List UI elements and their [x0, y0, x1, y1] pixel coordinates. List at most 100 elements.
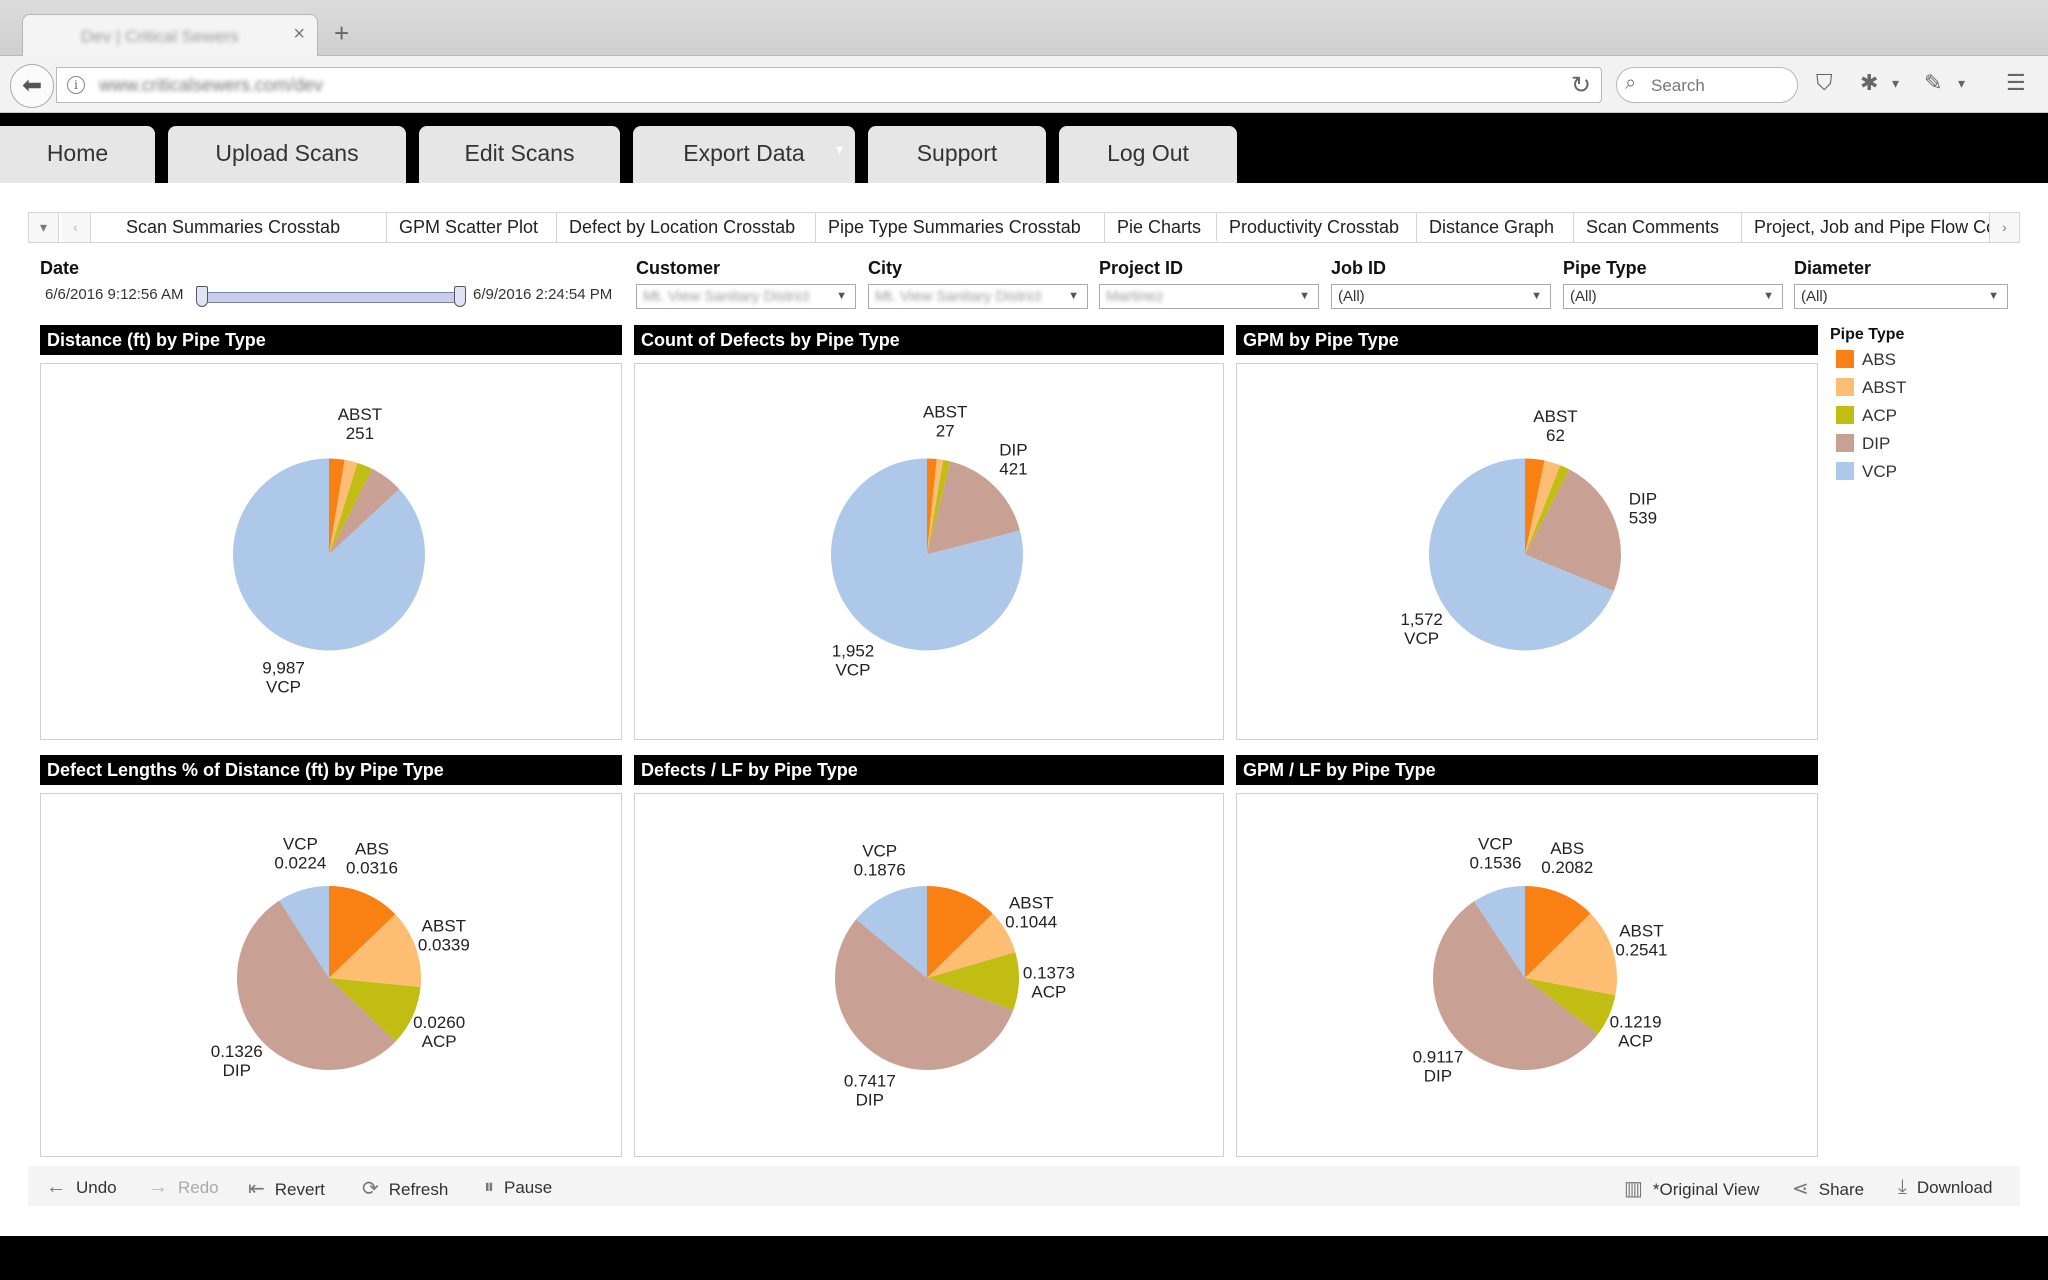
nav-edit-scans[interactable]: Edit Scans — [419, 126, 620, 183]
pie-slice-acp[interactable] — [329, 978, 421, 1042]
refresh-label: Refresh — [388, 1180, 449, 1199]
legend-item-acp[interactable]: ACP — [1836, 406, 1897, 426]
pipe-type-select[interactable]: (All) ▼ — [1563, 284, 1783, 309]
pie-slice-abs[interactable] — [329, 458, 345, 555]
pie-slice-dip[interactable] — [927, 461, 1020, 555]
redo-button[interactable]: → Redo — [148, 1176, 219, 1199]
legend-item-abst[interactable]: ABST — [1836, 378, 1906, 398]
legend-title: Pipe Type — [1830, 326, 1905, 343]
pie-slice-abst[interactable] — [329, 914, 422, 988]
pie-slice-acp[interactable] — [1525, 978, 1616, 1035]
pie-slice-abst[interactable] — [329, 459, 358, 555]
tab-defect-by-location-crosstab[interactable]: Defect by Location Crosstab — [557, 213, 816, 242]
share-button[interactable]: ⋖ Share — [1792, 1176, 1864, 1201]
nav-log-out[interactable]: Log Out — [1059, 126, 1237, 183]
pie-slice-dip[interactable] — [1525, 469, 1621, 592]
nav-export-data-label: Export Data — [683, 140, 805, 166]
diameter-select[interactable]: (All) ▼ — [1794, 284, 2008, 309]
pie-slice-vcp[interactable] — [856, 886, 927, 978]
chevron-down-icon[interactable]: ▾ — [1958, 75, 1966, 91]
pause-button[interactable]: ⏸ Pause — [484, 1176, 552, 1199]
nav-support[interactable]: Support — [868, 126, 1046, 183]
download-button[interactable]: ⤓ Download — [1898, 1176, 1992, 1199]
tab-list-dropdown-icon[interactable]: ▾ — [29, 213, 59, 242]
job-id-select[interactable]: (All) ▼ — [1331, 284, 1551, 309]
tab-project-job-pipe-flow[interactable]: Project, Job and Pipe Flow Cor — [1754, 217, 1989, 237]
revert-button[interactable]: ⇤ Revert — [248, 1176, 325, 1201]
pie-slice-abst[interactable] — [1525, 913, 1617, 996]
legend-item-abs[interactable]: ABS — [1836, 350, 1896, 370]
pie-slice-dip[interactable] — [236, 900, 396, 1070]
pie-slice-abst[interactable] — [927, 913, 1016, 978]
pie-slice-acp[interactable] — [927, 952, 1019, 1011]
new-tab-icon[interactable]: + — [334, 18, 350, 48]
legend-item-dip[interactable]: DIP — [1836, 434, 1890, 454]
customer-filter-label: Customer — [636, 258, 721, 278]
date-slider-start-handle[interactable] — [196, 286, 208, 307]
nav-export-data[interactable]: Export Data ▾ — [633, 126, 855, 183]
pie-slice-dip[interactable] — [1433, 901, 1598, 1070]
pie-slice-vcp[interactable] — [831, 458, 1023, 651]
pie-slice-vcp[interactable] — [1429, 458, 1614, 651]
pie-slice-vcp[interactable] — [1474, 886, 1525, 978]
undo-button[interactable]: ← Undo — [46, 1176, 117, 1199]
reload-icon[interactable]: ↻ — [1570, 72, 1591, 99]
nav-home[interactable]: Home — [0, 126, 155, 183]
tab-scan-summaries-crosstab[interactable]: Scan Summaries Crosstab — [114, 213, 387, 242]
pie-slice-abs[interactable] — [927, 458, 937, 555]
date-range-end: 6/9/2016 2:24:54 PM — [473, 286, 613, 303]
close-tab-icon[interactable]: × — [293, 23, 305, 45]
tab-productivity-crosstab[interactable]: Productivity Crosstab — [1217, 213, 1417, 242]
chart-area: ABST 62 DIP 539 1,572 VCP — [1236, 363, 1818, 740]
revert-label: Revert — [274, 1180, 325, 1199]
pocket-icon[interactable]: ⛉ — [1816, 70, 1833, 95]
pie-label-abst-line2: 251 — [346, 424, 374, 443]
pie-slice-abst[interactable] — [1525, 460, 1561, 555]
pie-slice-vcp[interactable] — [279, 886, 329, 978]
pie-label-abs-line1: ABS — [1550, 839, 1584, 858]
chart-panel-gpm-per-lf: GPM / LF by Pipe Type ABS 0.2082 ABST 0.254… — [1236, 755, 1818, 1157]
pie-label-vcp-line2: VCP — [1404, 629, 1439, 648]
date-slider-end-handle[interactable] — [454, 286, 466, 307]
back-arrow-icon[interactable]: ⬅ — [10, 64, 54, 108]
tab-pie-charts[interactable]: Pie Charts — [1105, 213, 1217, 242]
pie-label-vcp-line2: 0.0224 — [274, 853, 326, 872]
eyedropper-icon[interactable]: ✎ — [1924, 70, 1943, 95]
pie-slice-acp[interactable] — [1525, 465, 1570, 555]
url-bar[interactable]: i www.criticalsewers.com/dev ↻ — [56, 67, 1602, 103]
pie-label-dip-line1: DIP — [999, 440, 1027, 459]
pie-slice-abs[interactable] — [1525, 886, 1591, 978]
tab-distance-graph[interactable]: Distance Graph — [1417, 213, 1574, 242]
legend-item-vcp[interactable]: VCP — [1836, 462, 1897, 482]
extension-icon[interactable]: ✱ — [1860, 70, 1879, 95]
menu-icon[interactable]: ☰ — [2006, 70, 2026, 95]
chart-title: GPM / LF by Pipe Type — [1236, 755, 1818, 785]
project-id-select[interactable]: Martinez ▼ — [1099, 284, 1319, 309]
tab-pipe-type-summaries-crosstab[interactable]: Pipe Type Summaries Crosstab — [816, 213, 1105, 242]
city-select[interactable]: Mt. View Sanitary District ▼ — [868, 284, 1088, 309]
search-input[interactable]: ⌕ Search — [1616, 67, 1798, 103]
pie-slice-vcp[interactable] — [233, 458, 426, 651]
original-view-button[interactable]: ▥ *Original View — [1624, 1176, 1759, 1201]
tab-scan-comments[interactable]: Scan Comments — [1574, 213, 1742, 242]
pie-slice-acp[interactable] — [927, 459, 951, 555]
nav-upload-scans[interactable]: Upload Scans — [168, 126, 406, 183]
pie-slice-abs[interactable] — [329, 886, 396, 978]
tab-scroll-left-icon[interactable]: ‹ — [61, 213, 91, 242]
pie-slice-dip[interactable] — [329, 468, 400, 555]
info-icon[interactable]: i — [67, 76, 85, 94]
pie-slice-abs[interactable] — [927, 886, 993, 978]
tab-scroll-right-icon[interactable]: › — [1989, 213, 2019, 242]
pie-slice-acp[interactable] — [329, 462, 373, 555]
refresh-button[interactable]: ⟳ Refresh — [362, 1176, 448, 1201]
date-range-slider[interactable] — [201, 292, 462, 303]
pie-slice-abst[interactable] — [927, 458, 944, 555]
city-select-value: Mt. View Sanitary District — [875, 288, 1042, 305]
chevron-down-icon[interactable]: ▾ — [1892, 75, 1900, 91]
pie-slice-dip[interactable] — [835, 919, 1014, 1070]
customer-select[interactable]: Mt. View Sanitary District ▼ — [636, 284, 856, 309]
tab-gpm-scatter-plot[interactable]: GPM Scatter Plot — [387, 213, 557, 242]
pie-label-vcp-line1: VCP — [1478, 835, 1513, 854]
browser-tab[interactable]: Dev | Critical Sewers × — [22, 14, 318, 56]
pie-slice-abs[interactable] — [1525, 458, 1545, 555]
